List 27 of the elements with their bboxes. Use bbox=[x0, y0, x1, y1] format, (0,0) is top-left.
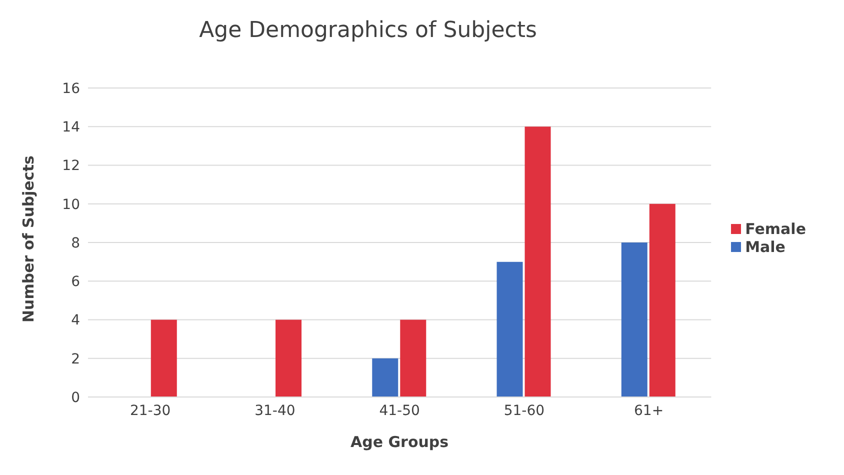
y-tick-label: 4 bbox=[71, 312, 80, 329]
bar bbox=[150, 320, 177, 397]
bar bbox=[372, 358, 398, 397]
x-tick-label: 61+ bbox=[634, 402, 664, 419]
y-axis-title: Number of Subjects bbox=[19, 155, 38, 322]
x-tick-label: 31-40 bbox=[254, 402, 296, 419]
bar bbox=[524, 126, 551, 397]
y-tick-label: 8 bbox=[71, 235, 80, 252]
legend-label: Male bbox=[745, 238, 786, 256]
y-tick-label: 0 bbox=[71, 390, 80, 406]
y-tick-label: 14 bbox=[62, 120, 80, 136]
bar bbox=[649, 204, 676, 397]
bar bbox=[276, 320, 302, 397]
y-tick-label: 16 bbox=[62, 80, 80, 97]
x-tick-label: 41-50 bbox=[379, 402, 420, 419]
bar bbox=[621, 242, 648, 397]
y-tick-label: 10 bbox=[62, 196, 80, 213]
y-tick-label: 12 bbox=[62, 158, 80, 174]
y-tick-label: 2 bbox=[71, 351, 80, 368]
x-tick-label: 21-30 bbox=[130, 402, 171, 419]
bar bbox=[400, 320, 426, 397]
x-tick-label: 51-60 bbox=[504, 402, 545, 419]
bar bbox=[496, 262, 523, 397]
chart-title: Age Demographics of Subjects bbox=[198, 18, 538, 43]
y-tick-label: 6 bbox=[71, 274, 80, 290]
x-axis-title: Age Groups bbox=[350, 433, 449, 451]
legend-label: Female bbox=[745, 220, 806, 238]
